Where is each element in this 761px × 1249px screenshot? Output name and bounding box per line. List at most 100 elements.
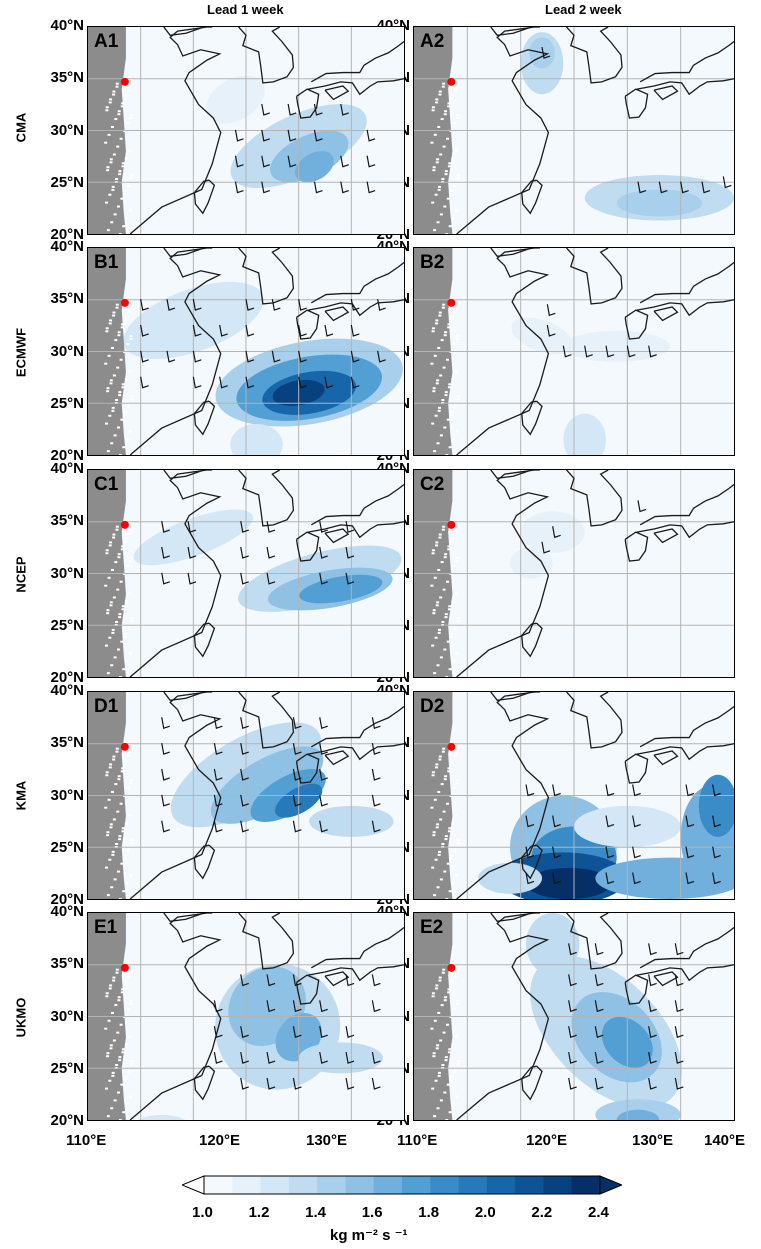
land-mask-speckle [447, 386, 451, 389]
land-mask-speckle [434, 636, 438, 639]
land-mask-speckle [434, 414, 438, 417]
land-mask-speckle [432, 387, 436, 390]
land-mask-speckle [118, 835, 122, 838]
wind-barb [213, 1026, 223, 1038]
lat-label: 30°N [50, 121, 84, 139]
land-mask-speckle [124, 759, 128, 762]
land-mask-speckle [124, 600, 128, 603]
land-mask-speckle [441, 528, 445, 531]
land-mask-speckle [446, 1023, 449, 1026]
land-mask-speckle [120, 770, 124, 773]
land-mask-speckle [125, 882, 129, 885]
land-mask-speckle [117, 996, 121, 999]
land-mask-speckle [435, 1047, 439, 1050]
land-mask-speckle [435, 161, 439, 164]
wind-barb [340, 155, 349, 168]
land-mask-speckle [115, 968, 119, 971]
land-mask-speckle [128, 652, 132, 655]
land-mask-speckle [430, 584, 434, 587]
land-mask-speckle [120, 418, 124, 421]
land-mask-speckle [126, 849, 130, 852]
wind-barb [324, 376, 334, 389]
land-mask-speckle [125, 1103, 129, 1106]
wind-barb [632, 784, 641, 797]
wind-barb [605, 784, 615, 797]
wind-barb [648, 943, 657, 956]
column-title-lead-1: Lead 1 week [207, 2, 284, 17]
wind-barb [712, 784, 721, 797]
land-mask-speckle [122, 890, 126, 893]
wind-barb [674, 1077, 684, 1090]
land-mask-speckle [112, 314, 116, 317]
map-panel-C1: C1 [87, 469, 405, 678]
land-mask-speckle [111, 853, 115, 856]
wind-barb [298, 324, 307, 337]
wind-barb [319, 820, 328, 833]
land-mask-speckle [453, 1070, 457, 1073]
coastline [521, 622, 543, 658]
land-mask-speckle [106, 672, 110, 675]
land-mask-speckle [433, 672, 437, 675]
colorbar-tick-label: 1.0 [192, 1204, 213, 1221]
land-mask-speckle [442, 145, 446, 148]
land-mask-speckle [438, 90, 442, 93]
land-mask-speckle [109, 319, 113, 322]
wind-barb [161, 546, 170, 559]
location-marker [447, 742, 456, 751]
wind-barb [648, 1051, 657, 1064]
coastline [163, 692, 205, 701]
land-mask-speckle [112, 536, 116, 539]
land-mask-speckle [118, 616, 122, 619]
panel-id: A1 [94, 31, 119, 52]
land-mask-speckle [438, 755, 442, 758]
land-mask-speckle [430, 141, 434, 144]
coastline [129, 470, 222, 677]
land-mask-speckle [122, 668, 126, 671]
land-mask-speckle [438, 850, 441, 853]
wind-barb [261, 181, 270, 194]
colorbar-segment [345, 1176, 375, 1194]
coastline [566, 27, 623, 84]
land-mask-speckle [444, 838, 448, 841]
land-mask-speckle [130, 81, 134, 84]
colorbar-segment [232, 1176, 262, 1194]
wind-barb [345, 1026, 355, 1038]
wind-barb [319, 1026, 328, 1038]
land-mask-speckle [453, 1067, 457, 1070]
land-mask-speckle [121, 1051, 125, 1054]
land-mask-speckle [110, 568, 114, 571]
land-mask-speckle [122, 446, 126, 449]
land-mask-speckle [126, 565, 130, 568]
coastline [490, 27, 532, 36]
land-mask-speckle [441, 178, 445, 181]
land-mask-speckle [437, 409, 441, 412]
land-mask-speckle [109, 98, 113, 101]
map-canvas [88, 248, 404, 455]
land-mask-speckle [447, 105, 451, 108]
land-mask-speckle [129, 779, 133, 782]
land-mask-speckle [126, 627, 130, 630]
wind-barb [266, 546, 276, 559]
wind-barb [292, 794, 302, 807]
land-mask-speckle [124, 537, 128, 540]
land-mask-speckle [130, 746, 134, 749]
lat-label: 20°N [50, 1112, 84, 1129]
land-mask-speckle [456, 395, 460, 398]
land-mask-speckle [114, 339, 118, 342]
wind-barb [525, 872, 535, 885]
wind-barb [525, 815, 535, 828]
land-mask-speckle [431, 992, 435, 995]
land-mask-speckle [442, 810, 446, 813]
land-mask-speckle [119, 137, 123, 140]
land-mask-speckle [436, 601, 440, 604]
coastline [295, 531, 320, 562]
land-mask-speckle [116, 1031, 120, 1034]
land-mask-speckle [114, 561, 118, 564]
panel-id: B1 [94, 252, 119, 273]
coastline [163, 913, 205, 922]
wind-barb [319, 1051, 328, 1064]
land-mask-speckle [433, 576, 437, 579]
land-mask-speckle [441, 971, 445, 974]
land-mask-speckle [447, 770, 451, 773]
land-mask-speckle [121, 162, 125, 165]
